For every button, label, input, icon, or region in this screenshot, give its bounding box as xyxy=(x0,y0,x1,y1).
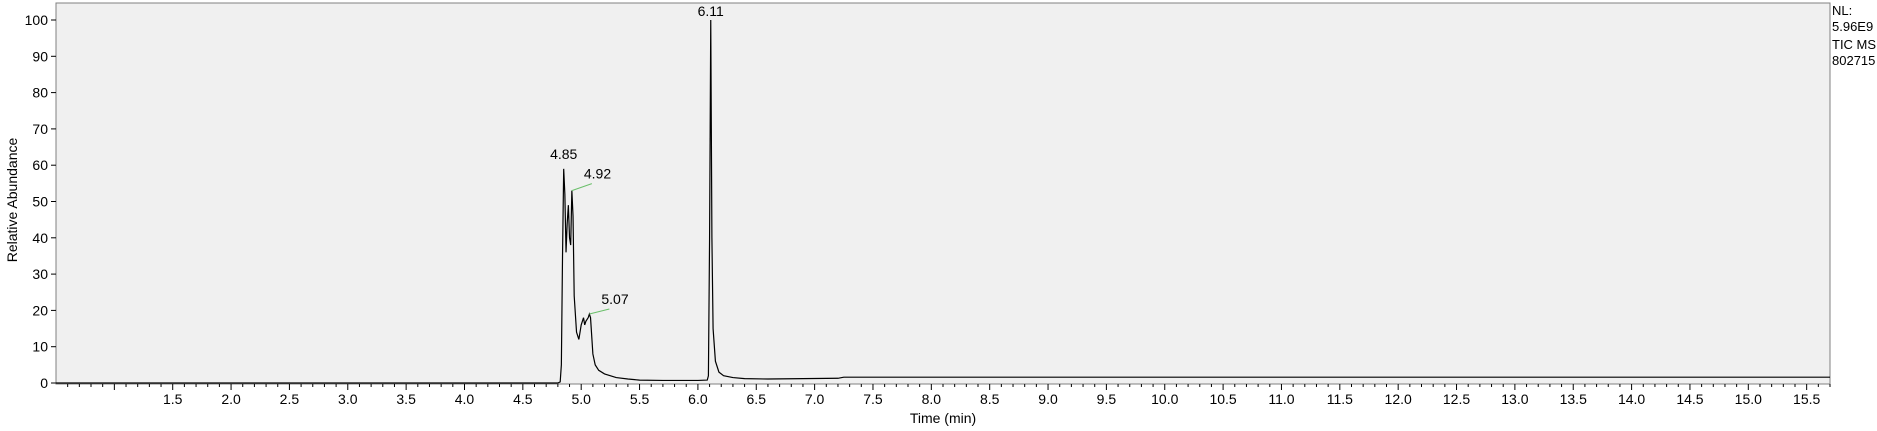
y-tick-label: 40 xyxy=(32,230,48,246)
y-tick-label: 100 xyxy=(25,12,49,28)
x-tick-label: 8.5 xyxy=(980,391,1000,407)
peak-label: 4.92 xyxy=(584,166,611,182)
x-tick-label: 2.0 xyxy=(221,391,241,407)
x-tick-label: 4.5 xyxy=(513,391,533,407)
x-tick-label: 8.0 xyxy=(922,391,942,407)
x-tick-label: 12.0 xyxy=(1385,391,1412,407)
peak-labels: 4.85 4.92 5.07 6.11 xyxy=(550,3,724,307)
peak-leader-line xyxy=(571,183,593,192)
x-tick-label: 6.5 xyxy=(747,391,767,407)
y-tick-label: 80 xyxy=(32,85,48,101)
x-tick-label: 2.5 xyxy=(280,391,300,407)
y-tick-labels: 0 10 20 30 40 50 60 70 80 90 100 xyxy=(25,12,49,391)
x-tick-label: 7.5 xyxy=(863,391,883,407)
tic-trace-line xyxy=(56,19,1830,384)
y-tick-label: 90 xyxy=(32,48,48,64)
peak-label: 5.07 xyxy=(601,291,628,307)
y-tick-label: 70 xyxy=(32,121,48,137)
peak-markers xyxy=(571,183,610,315)
info-scan-type: TIC MS xyxy=(1832,37,1876,52)
x-tick-label: 13.0 xyxy=(1501,391,1528,407)
x-tick-label: 5.0 xyxy=(571,391,591,407)
plot-area xyxy=(55,2,1831,385)
x-tick-label: 13.5 xyxy=(1560,391,1587,407)
x-tick-labels: 1.5 2.0 2.5 3.0 3.5 4.0 4.5 5.0 5.5 6.0 6.5 7.0 7.5 8… xyxy=(163,391,1821,407)
peak-label: 6.11 xyxy=(698,3,724,19)
y-tick-label: 0 xyxy=(40,375,48,391)
x-tick-label: 15.0 xyxy=(1735,391,1762,407)
x-tick-label: 6.0 xyxy=(688,391,708,407)
x-tick-label: 3.0 xyxy=(338,391,358,407)
peak-label: 4.85 xyxy=(550,146,577,162)
x-tick-label: 7.0 xyxy=(805,391,825,407)
info-nl-label: NL: xyxy=(1832,3,1852,18)
peak-leader-line xyxy=(589,308,610,315)
x-tick-label: 14.5 xyxy=(1676,391,1703,407)
x-tick-label: 9.0 xyxy=(1038,391,1058,407)
info-nl-value: 5.96E9 xyxy=(1832,19,1873,34)
y-tick-label: 30 xyxy=(32,266,48,282)
x-axis-title: Time (min) xyxy=(910,410,976,426)
axis-ticks xyxy=(51,19,1831,390)
y-axis-title: Relative Abundance xyxy=(4,138,20,263)
x-tick-label: 11.5 xyxy=(1327,391,1353,407)
y-tick-label: 20 xyxy=(32,302,48,318)
x-tick-label: 10.5 xyxy=(1209,391,1236,407)
x-tick-label: 4.0 xyxy=(455,391,475,407)
x-tick-label: 5.5 xyxy=(630,391,650,407)
x-tick-label: 9.5 xyxy=(1097,391,1117,407)
x-tick-label: 15.5 xyxy=(1793,391,1820,407)
x-tick-label: 1.5 xyxy=(163,391,183,407)
y-tick-label: 60 xyxy=(32,157,48,173)
info-file-id: 802715 xyxy=(1832,53,1875,68)
x-tick-label: 11.0 xyxy=(1268,391,1294,407)
x-tick-label: 14.0 xyxy=(1618,391,1645,407)
x-tick-label: 10.0 xyxy=(1151,391,1178,407)
x-tick-label: 12.5 xyxy=(1443,391,1470,407)
y-tick-label: 50 xyxy=(32,194,48,210)
y-tick-label: 10 xyxy=(32,339,48,355)
x-tick-label: 3.5 xyxy=(396,391,416,407)
